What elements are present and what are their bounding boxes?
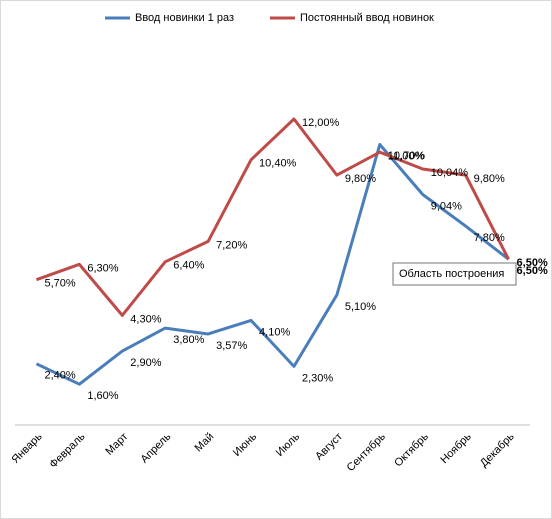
tooltip: Область построения (399, 268, 504, 280)
legend-label: Ввод новинки 1 раз (135, 12, 234, 24)
data-label: 2,90% (130, 357, 161, 369)
legend-label: Постоянный ввод новинок (300, 12, 434, 24)
data-label: 10,70% (388, 150, 426, 162)
data-label: 3,80% (173, 334, 204, 346)
data-label: 7,80% (474, 232, 505, 244)
data-label: 6,30% (87, 262, 118, 274)
data-label: 10,04% (431, 167, 469, 179)
data-label: 4,30% (130, 313, 161, 325)
series-line (35, 143, 510, 386)
data-label: 6,50% (517, 257, 548, 269)
data-label: 5,70% (44, 278, 75, 290)
data-label: 12,00% (302, 117, 340, 129)
data-label: 7,20% (216, 239, 247, 251)
data-label: 9,04% (431, 200, 462, 212)
data-label: 6,40% (173, 260, 204, 272)
data-label: 5,10% (345, 301, 376, 313)
data-label: 2,30% (302, 372, 333, 384)
data-label: 3,57% (216, 340, 247, 352)
data-label: 2,40% (44, 370, 75, 382)
data-label: 1,60% (87, 390, 118, 402)
tooltip-box (392, 262, 517, 286)
series-line (35, 117, 510, 317)
data-label: 9,80% (345, 173, 376, 185)
data-label: 6,50% (517, 265, 548, 277)
data-label: 10,40% (259, 158, 297, 170)
data-label: 4,10% (259, 326, 290, 338)
data-label: 11,00% (388, 150, 425, 162)
data-label: 9,80% (474, 173, 505, 185)
